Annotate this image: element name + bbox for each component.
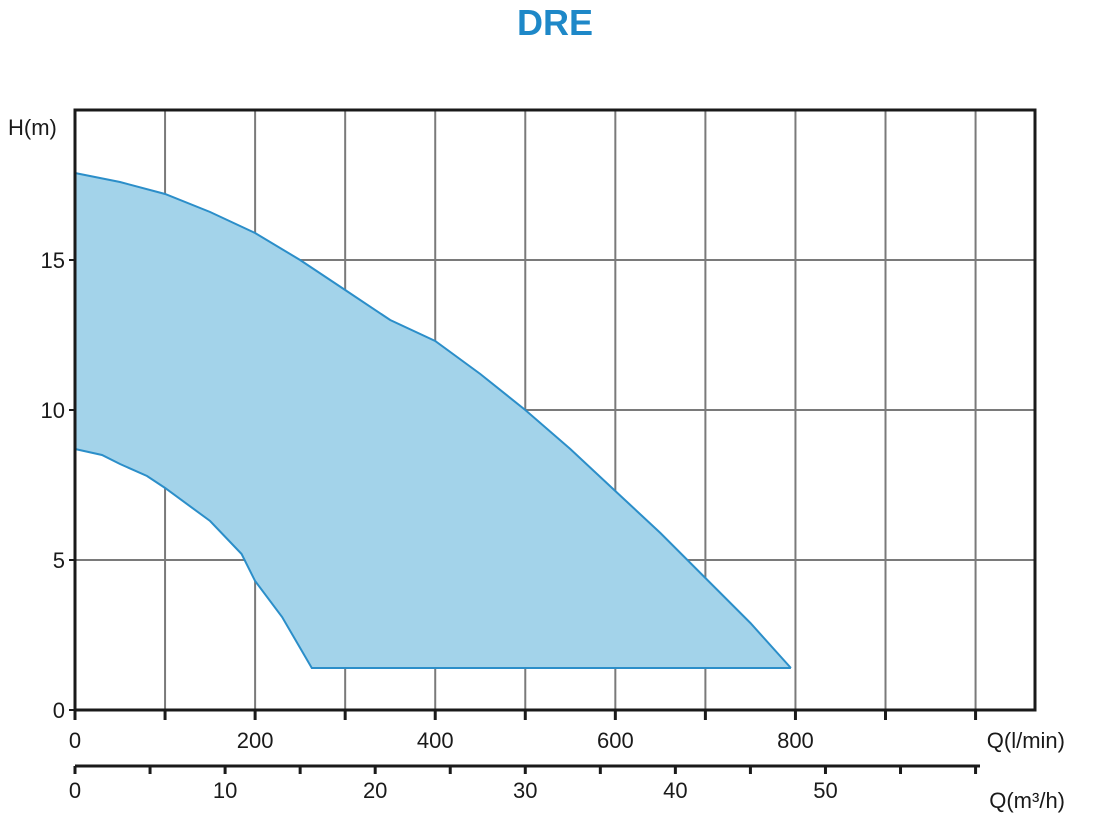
y-axis: 0 5 10 15 — [41, 248, 75, 723]
x-axis-label-secondary: Q(m³/h) — [989, 788, 1065, 813]
x-tick-label: 800 — [777, 728, 814, 753]
max-curve-line — [74, 172, 792, 669]
x2-tick-label: 20 — [363, 778, 387, 803]
x-axis-label: Q(l/min) — [987, 728, 1065, 753]
x2-tick-label: 40 — [663, 778, 687, 803]
x-axis-secondary: 0 10 20 30 40 50 — [69, 764, 980, 803]
x-tick-label: 200 — [237, 728, 274, 753]
y-tick-label: 5 — [53, 548, 65, 573]
min-curve-line — [74, 448, 791, 669]
x2-tick-label: 50 — [813, 778, 837, 803]
x-tick-label: 600 — [597, 728, 634, 753]
chart-title: DRE — [517, 2, 593, 43]
operating-area-fill — [75, 173, 791, 668]
x2-tick-label: 30 — [513, 778, 537, 803]
area-layer — [74, 172, 792, 669]
y-tick-label: 15 — [41, 248, 65, 273]
x-tick-label: 400 — [417, 728, 454, 753]
y-tick-label: 0 — [53, 698, 65, 723]
y-axis-label: H(m) — [8, 115, 57, 140]
y-tick-label: 10 — [41, 398, 65, 423]
x2-tick-label: 0 — [69, 778, 81, 803]
x-tick-label: 0 — [69, 728, 81, 753]
x2-tick-label: 10 — [213, 778, 237, 803]
x-axis-primary: 0 200 400 600 800 — [69, 710, 978, 753]
